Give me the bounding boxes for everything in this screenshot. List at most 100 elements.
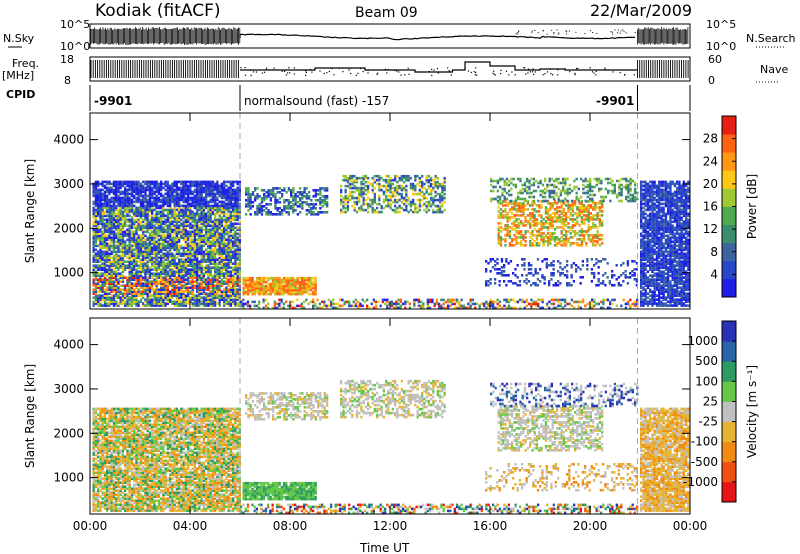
data-cell <box>119 264 122 267</box>
data-cell <box>682 228 685 232</box>
data-cell <box>97 208 100 212</box>
data-cell <box>157 282 161 285</box>
data-cell <box>646 246 650 250</box>
data-cell <box>115 192 118 196</box>
data-cell <box>178 180 181 184</box>
data-cell <box>220 188 223 192</box>
data-cell <box>146 230 149 234</box>
data-cell <box>644 246 647 250</box>
data-cell <box>117 256 120 260</box>
data-cell <box>166 294 169 297</box>
data-cell <box>164 180 167 184</box>
data-cell <box>160 180 163 184</box>
data-cell <box>155 278 158 281</box>
data-cell <box>649 220 652 224</box>
data-cell <box>653 236 656 240</box>
data-cell <box>110 246 113 250</box>
data-cell <box>216 252 219 256</box>
data-cell <box>137 188 140 192</box>
data-cell <box>214 242 217 246</box>
data-cell <box>232 214 235 218</box>
data-cell <box>198 264 201 267</box>
data-cell <box>207 272 210 275</box>
data-cell <box>662 210 665 214</box>
data-cell <box>187 216 190 220</box>
data-cell <box>189 186 192 190</box>
data-cell <box>200 274 203 277</box>
data-cell <box>124 304 127 307</box>
data-cell <box>236 242 239 246</box>
data-cell <box>126 238 129 242</box>
data-cell <box>193 250 196 254</box>
data-cell <box>99 250 102 254</box>
data-cell <box>94 236 98 240</box>
data-cell <box>112 250 116 254</box>
data-cell <box>124 300 127 303</box>
data-cell <box>229 188 232 192</box>
data-cell <box>148 294 152 297</box>
data-cell <box>664 238 668 242</box>
data-cell <box>117 274 120 277</box>
data-cell <box>153 292 156 295</box>
data-cell <box>148 222 152 226</box>
data-cell <box>207 206 210 210</box>
nave-dot <box>564 68 566 70</box>
data-cell <box>99 212 102 216</box>
data-cell <box>676 182 679 186</box>
data-cell <box>128 180 131 184</box>
data-cell <box>664 246 668 250</box>
data-cell <box>133 300 136 303</box>
data-cell <box>660 262 663 265</box>
data-cell <box>220 234 223 238</box>
data-cell <box>162 230 165 234</box>
data-cell <box>196 214 199 218</box>
data-cell <box>166 212 169 216</box>
data-cell <box>200 234 203 238</box>
data-cell <box>664 240 668 244</box>
data-cell <box>99 194 102 198</box>
data-cell <box>148 300 152 303</box>
data-cell <box>227 226 230 230</box>
data-cell <box>157 256 161 260</box>
data-cell <box>121 278 125 281</box>
data-cell <box>216 182 219 186</box>
data-cell <box>151 200 154 204</box>
data-cell <box>137 192 140 196</box>
data-cell <box>142 244 145 248</box>
data-cell <box>676 250 679 254</box>
data-cell <box>171 190 174 194</box>
data-cell <box>646 286 650 289</box>
data-cell <box>223 266 226 269</box>
data-cell <box>227 254 230 258</box>
data-cell <box>667 220 670 224</box>
data-cell <box>214 220 217 224</box>
data-cell <box>128 304 131 307</box>
nsky-tick-top: 10^5 <box>60 18 90 31</box>
data-cell <box>189 240 192 244</box>
data-cell <box>189 198 192 202</box>
data-cell <box>211 260 214 263</box>
data-cell <box>106 188 109 192</box>
data-cell <box>144 196 147 200</box>
data-cell <box>662 252 665 256</box>
data-cell <box>644 272 647 275</box>
data-cell <box>642 268 645 271</box>
data-cell <box>680 274 683 277</box>
data-cell <box>658 214 661 218</box>
data-cell <box>660 192 663 196</box>
data-cell <box>218 254 221 258</box>
data-cell <box>191 294 194 297</box>
data-cell <box>128 290 131 293</box>
data-cell <box>234 202 237 206</box>
data-cell <box>92 234 95 238</box>
data-cell <box>97 244 100 248</box>
data-cell <box>169 272 172 275</box>
data-cell <box>130 254 134 258</box>
data-cell <box>193 180 196 184</box>
nave-dot <box>284 70 286 72</box>
nave-dot <box>249 69 251 71</box>
data-cell <box>200 254 203 258</box>
data-cell <box>660 240 663 244</box>
data-cell <box>112 272 116 275</box>
data-cell <box>640 180 643 184</box>
